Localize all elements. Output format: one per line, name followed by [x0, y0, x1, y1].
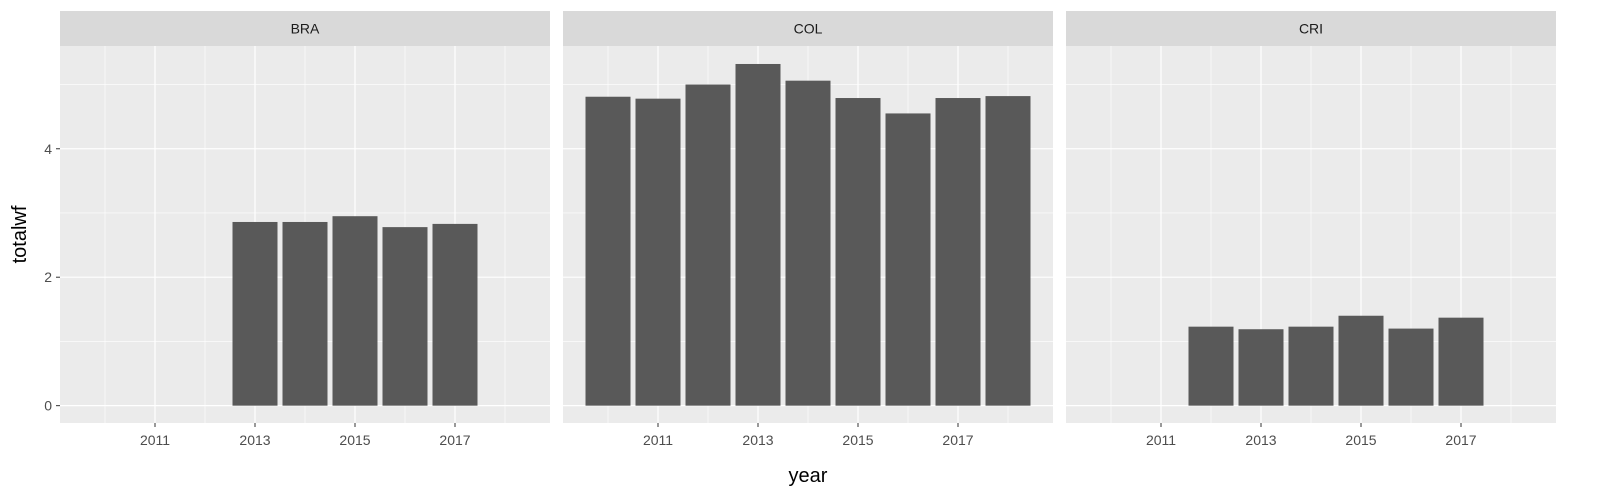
x-tick-label: 2011 [1146, 432, 1176, 448]
bar-col-2010 [585, 96, 631, 406]
facet-panel-bra: BRA [60, 11, 550, 423]
bar-col-2011 [635, 98, 681, 406]
bar-col-2012 [685, 84, 731, 406]
facet-panel-col: COL [563, 11, 1053, 423]
bar-col-2015 [835, 98, 881, 406]
y-tick-label: 0 [44, 398, 52, 414]
x-tick-label: 2011 [643, 432, 673, 448]
bar-col-2016 [885, 113, 931, 406]
bar-col-2013 [735, 63, 781, 406]
bar-cri-2013 [1238, 329, 1284, 406]
bar-bra-2015 [332, 216, 378, 406]
facet-panels: BRA COL CRI [60, 11, 1556, 423]
bar-cri-2012 [1188, 326, 1234, 406]
x-tick-label: 2015 [1345, 432, 1376, 448]
x-tick-label: 2011 [140, 432, 170, 448]
x-axis-title: year [789, 465, 828, 487]
x-tick-label: 2017 [439, 432, 470, 448]
facet-strip [563, 11, 1053, 46]
bar-bra-2013 [232, 221, 278, 406]
x-tick-label: 2013 [742, 432, 773, 448]
bar-cri-2017 [1438, 317, 1484, 406]
x-axes: 2011 2013 2015 2017 2011 2013 2015 2017 2011 2013… [140, 423, 1477, 448]
x-tick-label: 2015 [339, 432, 370, 448]
bar-bra-2017 [432, 223, 478, 406]
bar-col-2014 [785, 80, 831, 406]
bar-cri-2016 [1388, 328, 1434, 406]
x-tick-label: 2017 [942, 432, 973, 448]
facet-strip [60, 11, 550, 46]
bar-cri-2014 [1288, 326, 1334, 406]
x-tick-label: 2013 [239, 432, 270, 448]
bar-bra-2014 [282, 221, 328, 406]
facet-strip [1066, 11, 1556, 46]
facet-strip-label: BRA [291, 21, 320, 37]
x-tick-label: 2013 [1245, 432, 1276, 448]
facet-strip-label: COL [794, 21, 823, 37]
bar-bra-2016 [382, 227, 428, 406]
y-tick-label: 4 [44, 141, 52, 157]
y-axis: 0 2 4 [44, 141, 60, 414]
facet-strip-label: CRI [1299, 21, 1323, 37]
bar-cri-2015 [1338, 315, 1384, 406]
y-axis-title: totalwf [9, 205, 31, 263]
facet-panel-cri: CRI [1066, 11, 1556, 423]
x-tick-label: 2017 [1445, 432, 1476, 448]
bar-col-2018 [985, 96, 1031, 406]
x-tick-label: 2015 [842, 432, 873, 448]
y-tick-label: 2 [44, 269, 52, 285]
bar-col-2017 [935, 98, 981, 406]
